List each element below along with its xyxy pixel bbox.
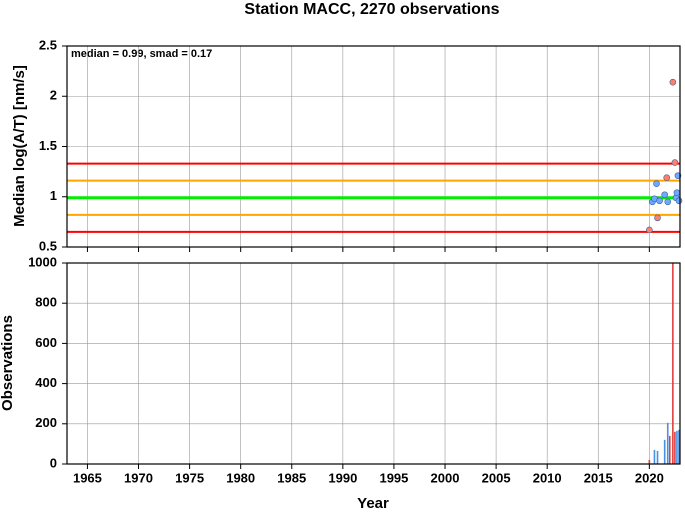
point (671, 159, 679, 166)
bar (676, 430, 678, 464)
plot-frame (66, 45, 681, 248)
x-tick-label: 1965 (73, 470, 102, 485)
bar (648, 459, 651, 464)
bar (656, 450, 659, 464)
y-tick-label: 400 (35, 375, 57, 390)
bar (663, 439, 666, 464)
bar (666, 422, 669, 464)
y-tick-label: 600 (35, 335, 57, 350)
y-tick-label: 800 (35, 295, 57, 310)
y-axis-label: Median log(A/T) [nm/s] (11, 65, 28, 227)
point (675, 197, 683, 205)
y-tick-label: 2.5 (39, 37, 57, 52)
point (663, 174, 671, 181)
y-tick-label: 200 (35, 415, 57, 430)
point (669, 78, 677, 86)
annotation: median = 0.99, smad = 0.17 (71, 48, 212, 60)
plot-frame (66, 262, 681, 465)
y-tick-label: 0.5 (39, 238, 57, 253)
y-tick-label: 0 (50, 455, 57, 470)
point (654, 214, 661, 222)
x-tick-label: 1990 (328, 470, 357, 485)
x-tick-label: 2005 (482, 470, 511, 485)
point (673, 189, 681, 197)
chart-title: Station MACC, 2270 observations (244, 1, 499, 18)
x-tick-label: 2020 (635, 470, 664, 485)
y-tick-label: 1000 (28, 254, 57, 269)
x-tick-label: 1985 (277, 470, 306, 485)
point (661, 191, 668, 199)
x-axis-label: Year (357, 495, 389, 511)
point (653, 180, 660, 187)
bar (653, 449, 656, 464)
x-tick-label: 1975 (175, 470, 204, 485)
bar (672, 263, 674, 464)
y-tick-label: 1 (50, 188, 57, 203)
x-tick-label: 1995 (379, 470, 408, 485)
y-axis-label: Observations (0, 315, 16, 411)
point (646, 226, 653, 234)
x-tick-label: 1970 (124, 470, 153, 485)
bar (674, 431, 676, 464)
x-tick-label: 2000 (431, 470, 460, 485)
y-tick-label: 2 (50, 88, 57, 103)
bar (668, 435, 671, 464)
x-tick-label: 2010 (533, 470, 562, 485)
point (656, 197, 663, 205)
point (664, 198, 672, 206)
x-tick-label: 1980 (226, 470, 255, 485)
y-tick-label: 1.5 (39, 138, 57, 153)
bar (678, 429, 680, 464)
x-tick-label: 2015 (584, 470, 613, 485)
